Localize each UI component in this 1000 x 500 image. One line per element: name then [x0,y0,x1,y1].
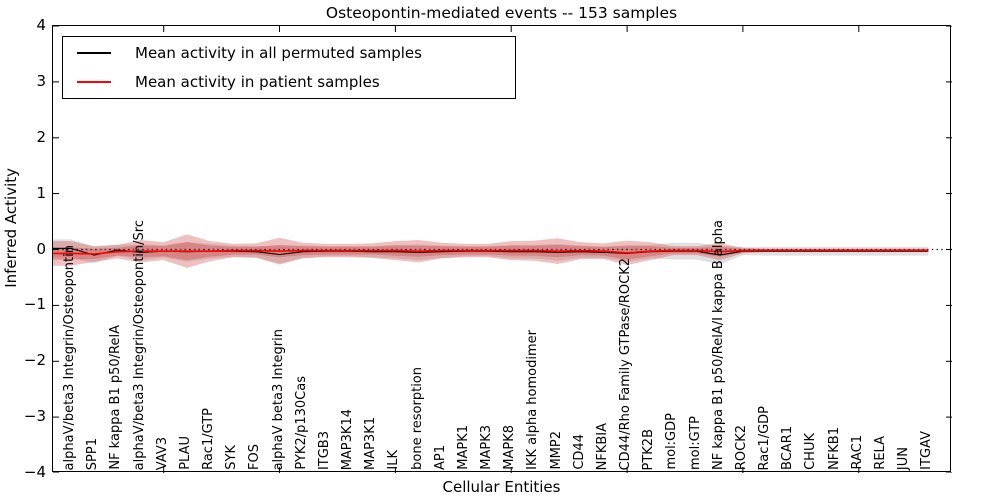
x-tick-label: PLAU [177,436,193,470]
y-tick-label: 1 [36,183,46,202]
x-tick-label: PTK2B [641,428,657,471]
x-tick-label: CD44/Rho Family GTPase/ROCK2 [618,257,634,470]
x-tick-label: alphaV/beta3 Integrin/Osteopontin [62,244,77,470]
x-axis-label: Cellular Entities [442,478,561,496]
x-tick-label: ILK [386,450,402,470]
y-tick-label: −3 [23,407,46,426]
legend: Mean activity in all permuted samples Me… [62,36,516,99]
y-tick-label: −4 [23,463,46,481]
chart-title: Osteopontin-mediated events -- 153 sampl… [325,4,678,22]
x-tick-label: alphaV/beta3 Integrin/Osteopontin/Src [131,219,147,470]
x-tick-label: alphaV beta3 Integrin [270,328,286,470]
legend-entry-patient: Mean activity in patient samples [63,68,515,96]
y-tick-label: −2 [23,351,46,370]
x-tick-label: mol:GTP [687,416,703,470]
legend-line-sample-black [77,52,111,55]
y-tick-label: 0 [36,239,46,258]
y-tick-label: 3 [36,71,46,90]
plot-canvas [53,26,952,473]
legend-entry-permuted: Mean activity in all permuted samples [63,39,515,67]
x-tick-label: NFKB1 [826,427,842,470]
x-tick-label: MMP2 [548,431,564,470]
x-tick-label: NF kappa B1 p50/RelA/I kappa B alpha [710,220,726,470]
x-tick-label: MAP3K1 [363,416,379,470]
x-tick-label: Rac1/GTP [201,408,217,470]
x-tick-label: NF kappa B1 p50/RelA [108,325,124,470]
legend-label-patient: Mean activity in patient samples [135,72,380,91]
x-tick-label: ITGAV [919,431,935,470]
x-tick-label: AP1 [432,444,448,470]
x-tick-label: CHUK [803,433,819,470]
x-tick-label: mol:GDP [664,413,680,470]
y-axis-label: Inferred Activity [2,168,20,288]
x-tick-label: MAPK8 [502,425,518,470]
x-tick-label: FOS [247,444,263,470]
x-tick-label: CD44 [571,434,587,470]
x-tick-label: RELA [872,436,888,470]
y-tick-label: 2 [36,127,46,146]
x-tick-label: PYK2/p130Cas [293,376,309,470]
x-tick-label: ROCK2 [733,424,749,470]
x-tick-label: SPP1 [85,437,101,470]
x-tick-label: RAC1 [849,435,865,470]
plot-area: Mean activity in all permuted samples Me… [52,25,952,473]
permuted-samples-std [53,239,929,265]
x-tick-label: MAPK1 [455,425,471,470]
x-tick-label: VAV3 [154,436,170,470]
x-tick-label: bone resorption [409,367,425,470]
legend-label-permuted: Mean activity in all permuted samples [135,44,422,63]
x-tick-label: BCAR1 [780,426,796,470]
patient-mean-line [53,249,929,255]
x-tick-label: NFKBIA [594,422,610,470]
x-tick-label: IKK alpha homodimer [525,330,541,470]
legend-line-sample-red [77,80,111,83]
y-tick-label: 4 [36,16,46,34]
x-tick-label: MAPK3 [479,425,495,470]
x-tick-label: Rac1/GDP [757,405,773,470]
x-tick-label: SYK [224,445,240,470]
y-tick-label: −1 [23,295,46,314]
x-tick-label: ITGB3 [316,430,332,470]
x-tick-label: MAP3K14 [340,408,356,470]
x-tick-label: JUN [896,446,912,470]
